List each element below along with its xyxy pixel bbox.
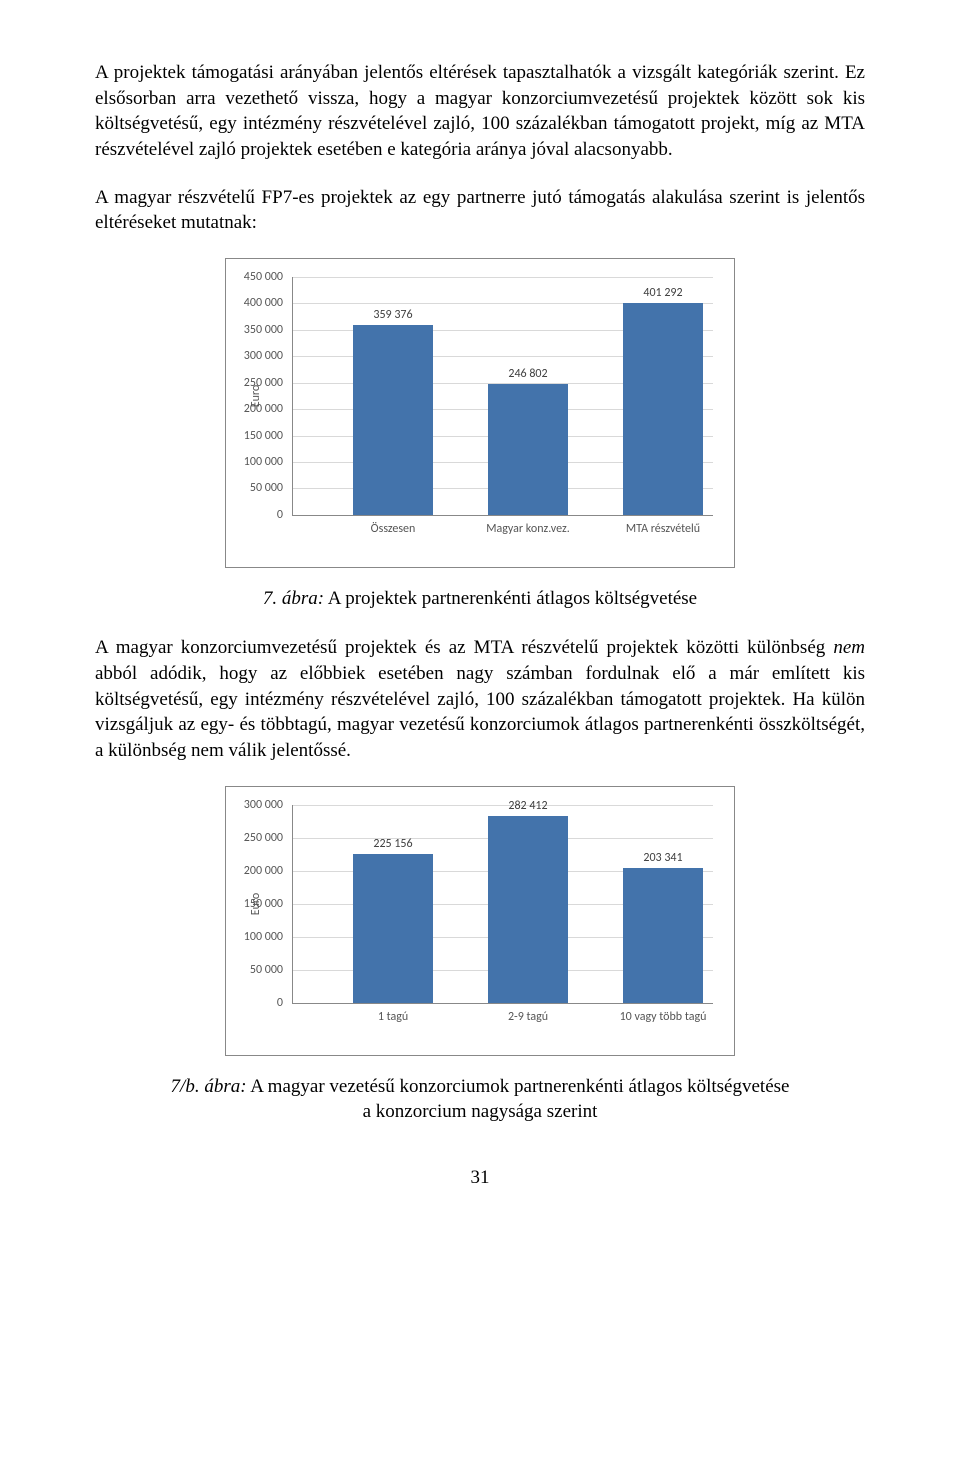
bar-value-label: 401 292	[643, 285, 682, 301]
y-tick-label: 400 000	[244, 295, 283, 311]
y-tick-label: 150 000	[244, 896, 283, 912]
bar-value-label: 282 412	[508, 798, 547, 814]
y-tick-label: 0	[277, 507, 283, 523]
caption-prefix: 7. ábra:	[263, 588, 324, 609]
y-tick-label: 300 000	[244, 348, 283, 364]
y-tick-label: 450 000	[244, 269, 283, 285]
y-tick-label: 250 000	[244, 830, 283, 846]
caption2-text-l2: a konzorcium nagysága szerint	[363, 1101, 598, 1122]
bar-value-label: 203 341	[643, 850, 682, 866]
x-tick-label: Magyar konz.vez.	[486, 521, 569, 537]
chart-7b-caption: 7/b. ábra: A magyar vezetésű konzorciumo…	[95, 1074, 865, 1125]
caption-text: A projektek partnerenkénti átlagos költs…	[324, 588, 697, 609]
y-tick-label: 100 000	[244, 454, 283, 470]
paragraph-3: A magyar konzorciumvezetésű projektek és…	[95, 635, 865, 763]
x-tick-label: 1 tagú	[378, 1009, 408, 1025]
caption2-text-l1: A magyar vezetésű konzorciumok partneren…	[247, 1076, 790, 1097]
x-tick-label: 2-9 tagú	[508, 1009, 548, 1025]
bar-value-label: 225 156	[373, 836, 412, 852]
x-tick-label: MTA részvételű	[626, 521, 700, 537]
caption2-prefix: 7/b. ábra:	[171, 1076, 247, 1097]
y-tick-label: 100 000	[244, 929, 283, 945]
y-tick-label: 50 000	[250, 962, 283, 978]
page: A projektek támogatási arányában jelentő…	[0, 0, 960, 1231]
gridline	[293, 805, 713, 806]
chart-7-caption: 7. ábra: A projektek partnerenkénti átla…	[95, 586, 865, 612]
chart-7-wrap: Euro050 000100 000150 000200 000250 0003…	[95, 258, 865, 568]
plot-area: Euro050 000100 000150 000200 000250 0003…	[292, 277, 713, 516]
bar: 203 341	[623, 868, 703, 1002]
chart-7: Euro050 000100 000150 000200 000250 0003…	[225, 258, 735, 568]
y-tick-label: 350 000	[244, 322, 283, 338]
page-number: 31	[95, 1165, 865, 1191]
y-tick-label: 200 000	[244, 401, 283, 417]
bar-value-label: 359 376	[373, 307, 412, 323]
bar: 282 412	[488, 816, 568, 1002]
plot-area: Euro050 000100 000150 000200 000250 0003…	[292, 805, 713, 1004]
gridline	[293, 277, 713, 278]
x-tick-label: Összesen	[371, 521, 416, 537]
paragraph-2: A magyar részvételű FP7-es projektek az …	[95, 185, 865, 236]
chart-7b-wrap: Euro050 000100 000150 000200 000250 0003…	[95, 786, 865, 1056]
bar: 401 292	[623, 303, 703, 515]
y-tick-label: 250 000	[244, 375, 283, 391]
bar: 359 376	[353, 325, 433, 515]
para3-post: abból adódik, hogy az előbbiek esetében …	[95, 663, 865, 761]
chart-7b: Euro050 000100 000150 000200 000250 0003…	[225, 786, 735, 1056]
paragraph-1: A projektek támogatási arányában jelentő…	[95, 60, 865, 163]
y-tick-label: 200 000	[244, 863, 283, 879]
y-tick-label: 50 000	[250, 480, 283, 496]
y-tick-label: 0	[277, 995, 283, 1011]
bar-value-label: 246 802	[508, 366, 547, 382]
bar: 246 802	[488, 384, 568, 515]
y-tick-label: 300 000	[244, 797, 283, 813]
x-tick-label: 10 vagy több tagú	[620, 1009, 707, 1025]
y-tick-label: 150 000	[244, 427, 283, 443]
para3-em: nem	[833, 637, 865, 658]
bar: 225 156	[353, 854, 433, 1003]
para3-pre: A magyar konzorciumvezetésű projektek és…	[95, 637, 833, 658]
